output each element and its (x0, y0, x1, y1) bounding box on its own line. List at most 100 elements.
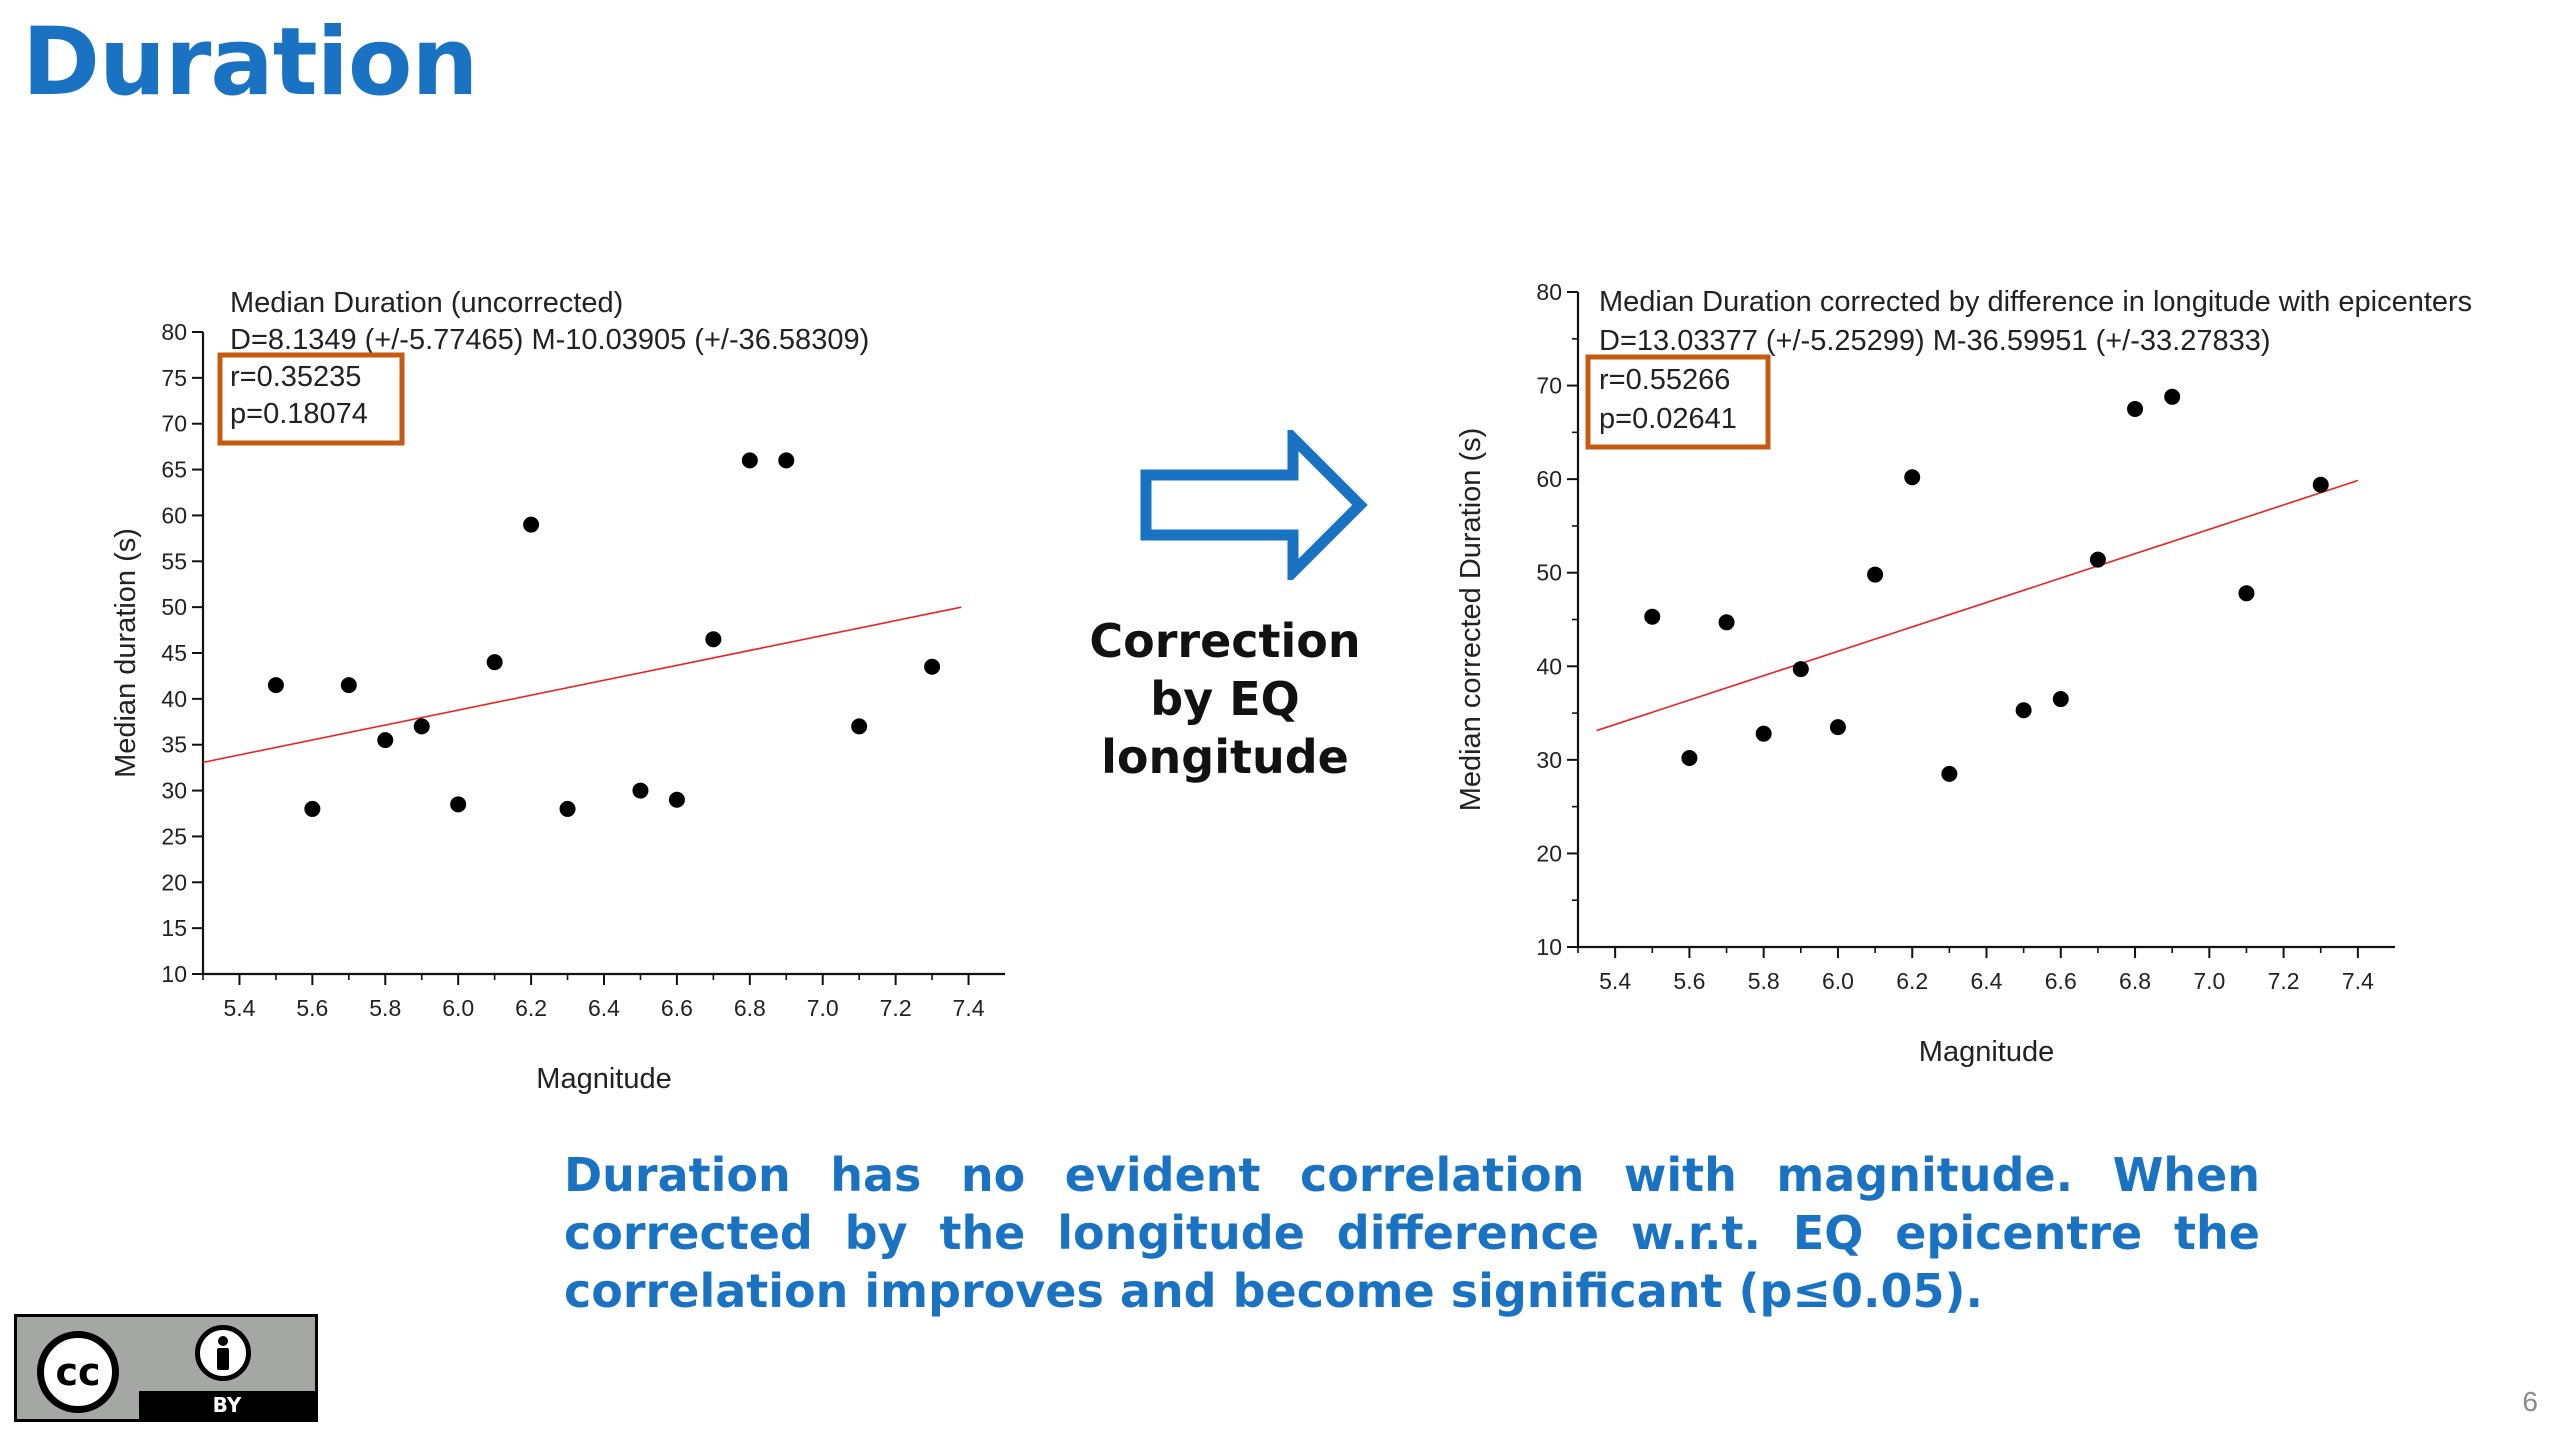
chart-corrected: 10 20 30 40 50 60 70 80 5.4 5.6 5.8 6.0 6.2 6.4 6.6 6.8… (1455, 279, 2472, 1068)
data-point (2015, 702, 2032, 719)
data-point (559, 800, 576, 817)
stats-box (1585, 354, 1771, 450)
data-point (1941, 765, 1958, 782)
r-value: r=0.55266 (1599, 364, 1730, 396)
y-tick-label: 15 (161, 915, 187, 941)
x-tick-label: 6.0 (442, 995, 474, 1021)
x-tick-label: 6.8 (734, 995, 766, 1021)
data-point (1867, 566, 1884, 583)
correction-line-2: by EQ (1150, 672, 1300, 726)
x-tick-label: 7.0 (807, 995, 839, 1021)
y-tick-label: 75 (161, 365, 187, 391)
x-tick-label: 6.8 (2119, 968, 2151, 994)
x-tick-label: 5.4 (1599, 968, 1631, 994)
y-tick-label: 80 (161, 319, 187, 345)
data-point (377, 732, 394, 749)
y-axis-label: Median corrected Duration (s) (1455, 428, 1487, 812)
data-point (778, 452, 795, 469)
right-arrow-icon (1138, 424, 1368, 586)
y-axis-label: Median duration (s) (110, 528, 142, 778)
page-number: 6 (2522, 1386, 2538, 1417)
data-point (2312, 476, 2329, 493)
y-tick-label: 70 (161, 411, 187, 437)
x-tick-label: 6.2 (1896, 968, 1928, 994)
conclusion-text: Duration has no evident correlation with… (564, 1148, 2260, 1318)
x-tick-label: 7.4 (953, 995, 985, 1021)
data-point (2238, 585, 2255, 602)
data-point (304, 800, 321, 817)
y-tick-label: 80 (1536, 279, 1562, 305)
data-point (741, 452, 758, 469)
x-tick-label: 5.8 (1748, 968, 1780, 994)
creative-commons-by-icon: cc BY (14, 1314, 318, 1422)
x-tick-label: 7.2 (880, 995, 912, 1021)
y-tick-label: 45 (161, 640, 187, 666)
fit-equation: D=8.1349 (+/-5.77465) M-10.03905 (+/-36.… (230, 324, 869, 356)
chart-title: Median Duration corrected by difference … (1599, 286, 2472, 318)
y-tick-label: 40 (161, 686, 187, 712)
cc-logo-icon: cc (37, 1331, 119, 1413)
data-point (924, 658, 941, 675)
x-tick-label: 6.4 (588, 995, 620, 1021)
data-point (1755, 725, 1772, 742)
y-tick-label: 30 (161, 778, 187, 804)
data-point (523, 516, 540, 533)
x-tick-label: 6.2 (515, 995, 547, 1021)
correction-line-1: Correction (1089, 614, 1361, 668)
data-point (413, 718, 430, 735)
p-value: p=0.02641 (1599, 403, 1737, 435)
data-point (2089, 551, 2106, 568)
correction-line-3: longitude (1101, 730, 1349, 784)
data-point (705, 631, 722, 648)
y-tick-label: 55 (161, 548, 187, 574)
data-point (450, 796, 467, 813)
fit-equation: D=13.03377 (+/-5.25299) M-36.59951 (+/-3… (1599, 325, 2271, 357)
y-tick-label: 20 (161, 869, 187, 895)
y-tick-label: 10 (1536, 934, 1562, 960)
y-tick-label: 20 (1536, 840, 1562, 866)
r-value: r=0.35235 (230, 361, 361, 393)
data-point (486, 654, 503, 671)
y-tick-label: 10 (161, 961, 187, 987)
x-tick-label: 6.6 (2045, 968, 2077, 994)
attribution-person-icon (195, 1325, 251, 1381)
regression-line (1596, 479, 2359, 732)
x-tick-label: 6.4 (1971, 968, 2003, 994)
y-tick-label: 65 (161, 457, 187, 483)
p-value: p=0.18074 (230, 398, 368, 430)
y-tick-label: 30 (1536, 747, 1562, 773)
y-tick-label: 60 (161, 502, 187, 528)
y-tick-label: 25 (161, 823, 187, 849)
data-point (668, 791, 685, 808)
y-tick-label: 50 (1536, 560, 1562, 586)
data-point (632, 782, 649, 799)
y-tick-label: 40 (1536, 653, 1562, 679)
data-point (1644, 608, 1661, 625)
x-tick-label: 7.2 (2268, 968, 2300, 994)
data-point (2127, 400, 2144, 417)
data-point (1829, 719, 1846, 736)
x-tick-label: 5.8 (369, 995, 401, 1021)
data-point (1792, 661, 1809, 678)
y-tick-label: 35 (161, 732, 187, 758)
chart-uncorrected: 10 15 20 25 30 35 40 45 50 55 60 65 70 75 80 5.4 5.6 5.8 6… (110, 287, 1005, 1095)
x-tick-label: 6.0 (1822, 968, 1854, 994)
slide-title: Duration (22, 8, 478, 117)
x-axis-label: Magnitude (1919, 1036, 2054, 1068)
x-tick-label: 7.0 (2193, 968, 2225, 994)
y-tick-label: 70 (1536, 373, 1562, 399)
data-point (267, 677, 284, 694)
data-point (2052, 691, 2069, 708)
data-point (340, 677, 357, 694)
x-tick-label: 5.6 (296, 995, 328, 1021)
stats-box (217, 352, 405, 446)
x-tick-label: 5.6 (1673, 968, 1705, 994)
correction-label: Correction by EQ longitude (1060, 612, 1390, 786)
x-axis-label: Magnitude (536, 1063, 671, 1095)
data-point (1718, 614, 1735, 631)
data-point (2164, 388, 2181, 405)
x-tick-label: 5.4 (223, 995, 255, 1021)
chart-title: Median Duration (uncorrected) (230, 287, 623, 319)
x-tick-label: 6.6 (661, 995, 693, 1021)
data-point (1904, 469, 1921, 486)
